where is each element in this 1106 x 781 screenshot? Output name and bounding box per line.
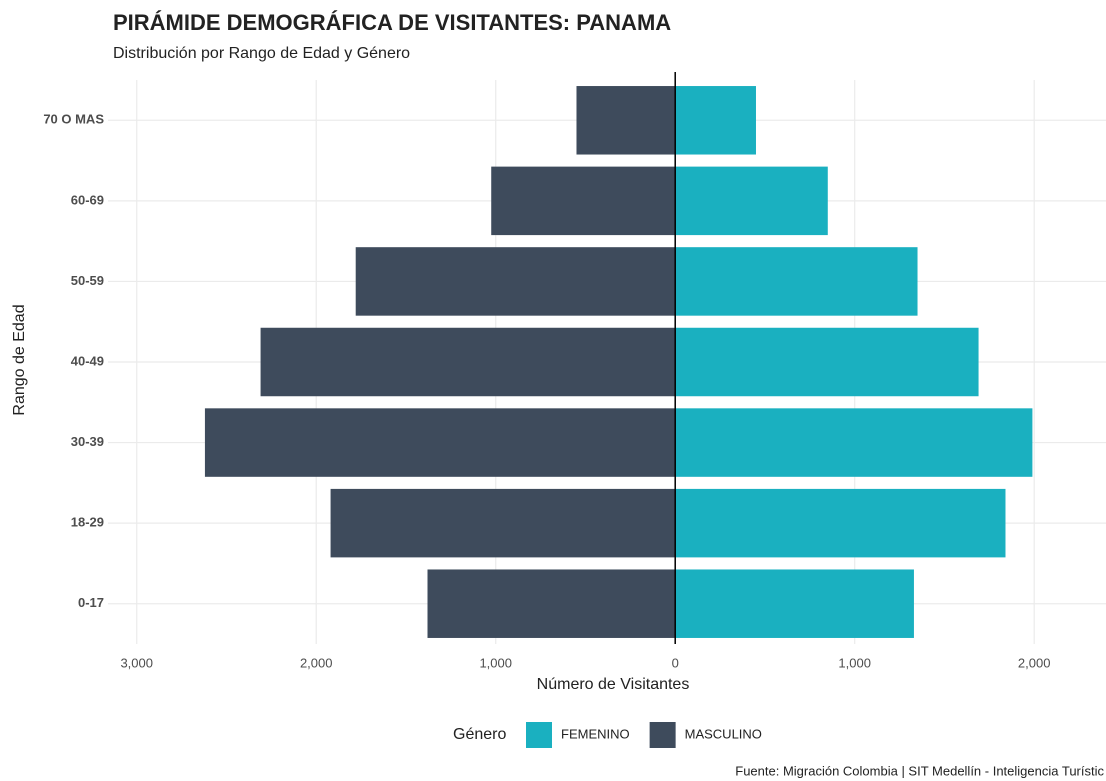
x-tick-label: 3,000 [120, 655, 153, 670]
bar [260, 327, 676, 397]
legend-title: Género [453, 726, 506, 743]
chart-title: PIRÁMIDE DEMOGRÁFICA DE VISITANTES: PANA… [113, 10, 671, 35]
x-tick-label: 0 [672, 655, 679, 670]
chart-subtitle: Distribución por Rango de Edad y Género [113, 45, 410, 62]
x-axis-title: Número de Visitantes [537, 676, 690, 693]
legend-label: MASCULINO [685, 726, 762, 741]
x-tick-label: 2,000 [1018, 655, 1051, 670]
y-tick-label: 50-59 [71, 273, 104, 288]
legend-swatch [649, 722, 676, 748]
bar [675, 327, 979, 397]
legend-swatch [526, 722, 552, 748]
x-tick-label: 1,000 [838, 655, 871, 670]
x-tick-label: 1,000 [479, 655, 512, 670]
bar [576, 86, 676, 155]
caption: Fuente: Migración Colombia | SIT Medellí… [735, 763, 1104, 778]
y-tick-label: 60-69 [71, 192, 104, 207]
y-tick-label: 70 O MAS [43, 112, 104, 127]
x-tick-label: 2,000 [300, 655, 333, 670]
bar [427, 569, 676, 638]
y-tick-label: 40-49 [71, 353, 104, 368]
y-tick-label: 30-39 [71, 434, 104, 449]
y-tick-label: 18-29 [71, 515, 104, 530]
bar [675, 569, 914, 638]
bar [675, 408, 1033, 477]
bar [204, 408, 676, 477]
y-tick-label: 0-17 [78, 595, 104, 610]
bar [675, 86, 756, 155]
bar [355, 247, 676, 316]
legend-label: FEMENINO [561, 726, 630, 741]
bar [491, 166, 676, 236]
bar [675, 488, 1006, 558]
bar [675, 247, 918, 316]
y-axis-title: Rango de Edad [11, 304, 28, 415]
bar [330, 488, 676, 558]
bar [675, 166, 828, 236]
